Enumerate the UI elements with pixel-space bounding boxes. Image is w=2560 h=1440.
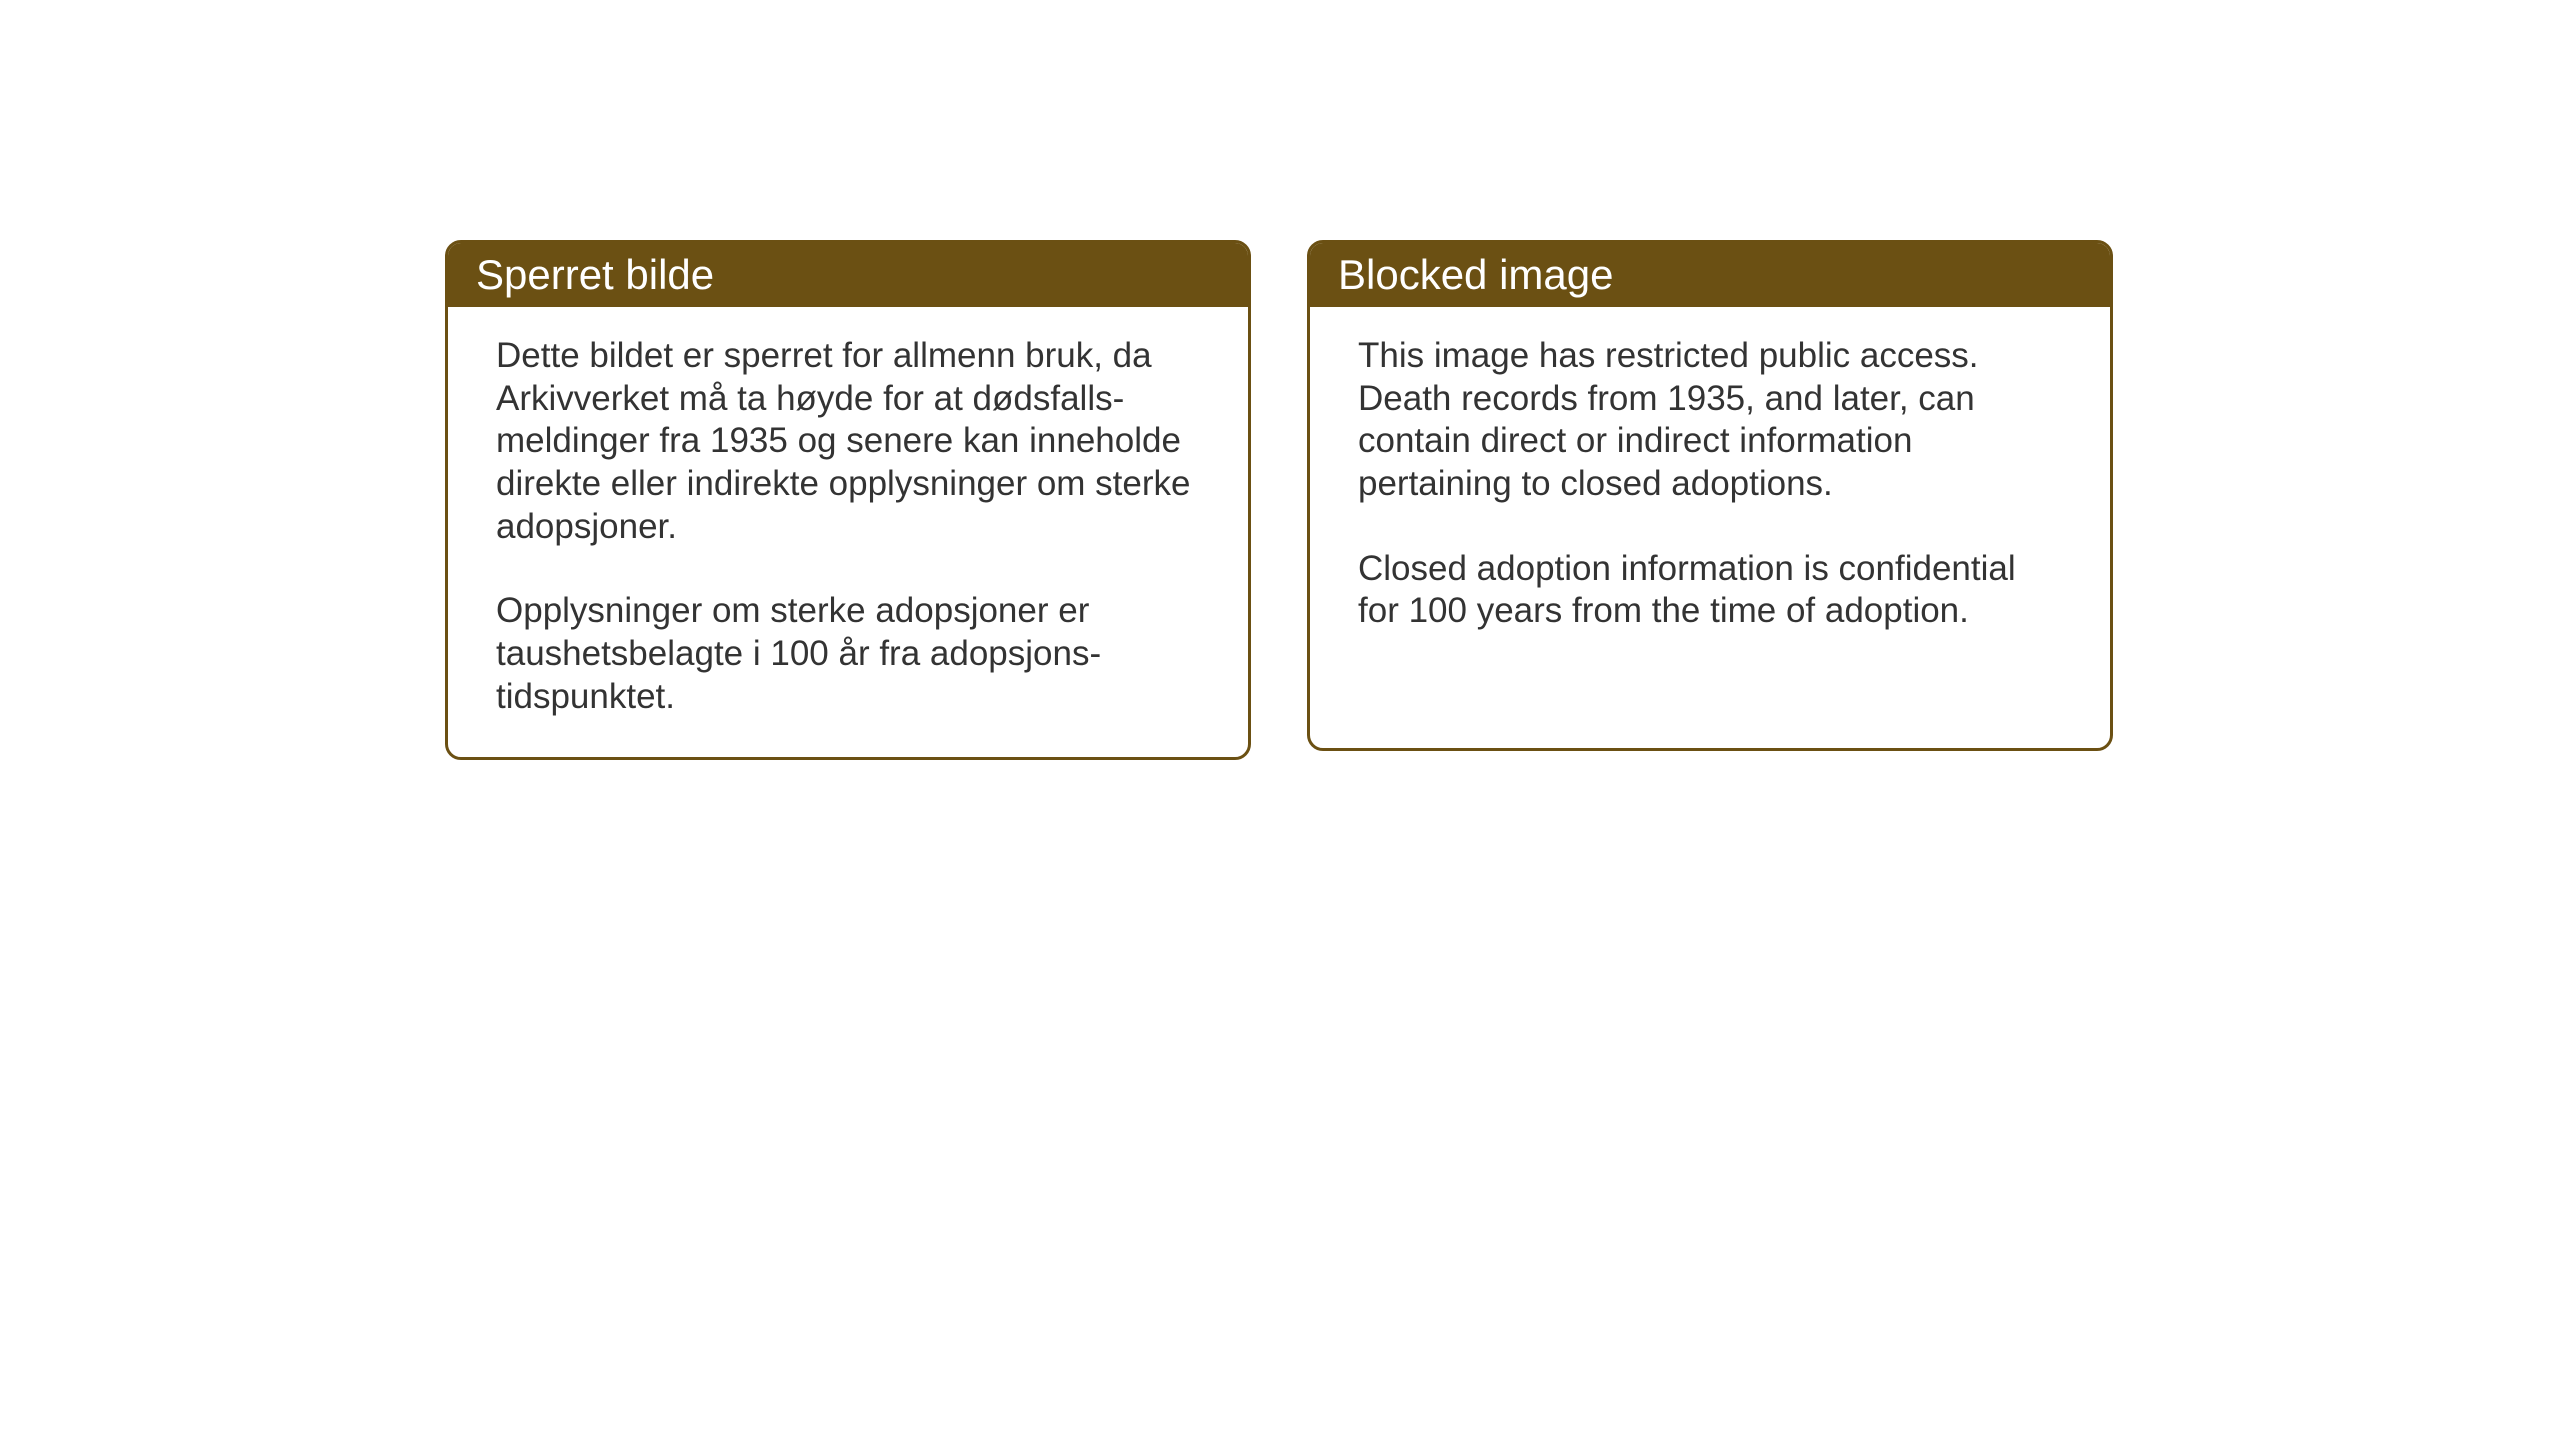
card-norwegian: Sperret bilde Dette bildet er sperret fo… [445,240,1251,760]
card-english-title: Blocked image [1338,251,1613,298]
card-english: Blocked image This image has restricted … [1307,240,2113,751]
card-norwegian-header: Sperret bilde [448,243,1248,307]
card-english-paragraph-2: Closed adoption information is confident… [1358,548,2062,633]
card-norwegian-paragraph-1: Dette bildet er sperret for allmenn bruk… [496,335,1200,548]
card-norwegian-paragraph-2: Opplysninger om sterke adopsjoner er tau… [496,590,1200,718]
card-english-body: This image has restricted public access.… [1310,307,2110,671]
card-norwegian-body: Dette bildet er sperret for allmenn bruk… [448,307,1248,757]
card-norwegian-title: Sperret bilde [476,251,714,298]
card-english-header: Blocked image [1310,243,2110,307]
cards-container: Sperret bilde Dette bildet er sperret fo… [445,240,2113,760]
card-english-paragraph-1: This image has restricted public access.… [1358,335,2062,506]
